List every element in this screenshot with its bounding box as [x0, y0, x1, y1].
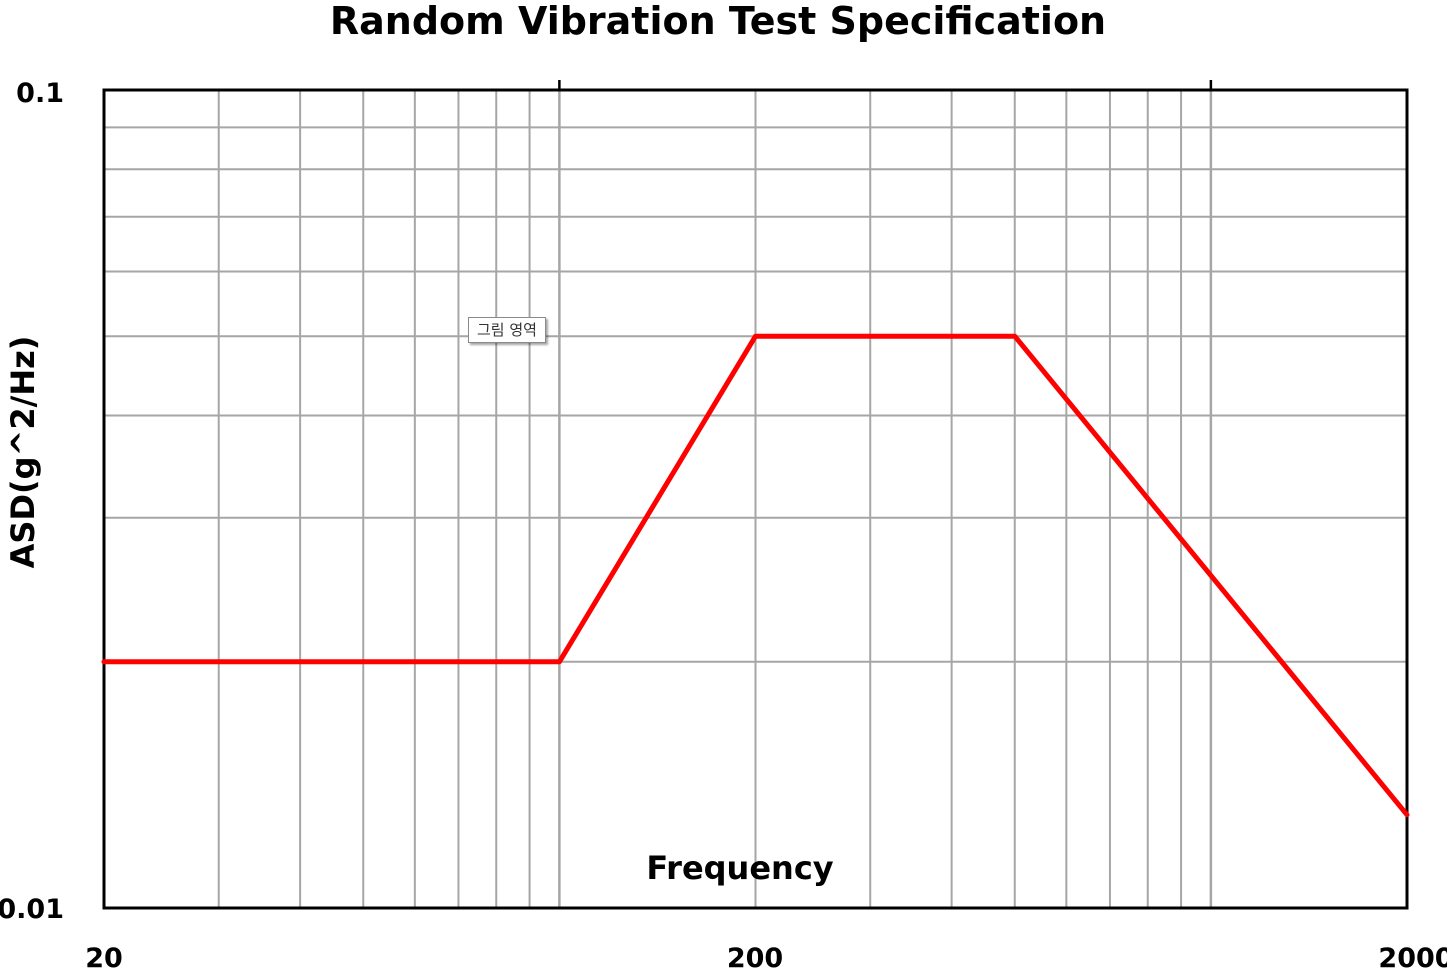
chart-title: Random Vibration Test Specification: [330, 0, 1106, 43]
x-tick-label-20: 20: [85, 943, 123, 970]
x-axis-label: Frequency: [646, 849, 833, 887]
x-tick-label-200: 200: [727, 943, 783, 970]
y-axis-label: ASD(g^2/Hz): [4, 336, 42, 569]
plot-frame: [102, 88, 1409, 910]
grid-lines: [104, 80, 1407, 908]
plot-area-tooltip: 그림 영역: [468, 317, 546, 343]
series-line: [101, 333, 1410, 818]
y-tick-label-0-1: 0.1: [16, 78, 64, 109]
y-tick-label-0-01: 0.01: [0, 894, 64, 925]
x-tick-label-2000: 2000: [1378, 943, 1447, 970]
series-layer: [101, 333, 1410, 818]
